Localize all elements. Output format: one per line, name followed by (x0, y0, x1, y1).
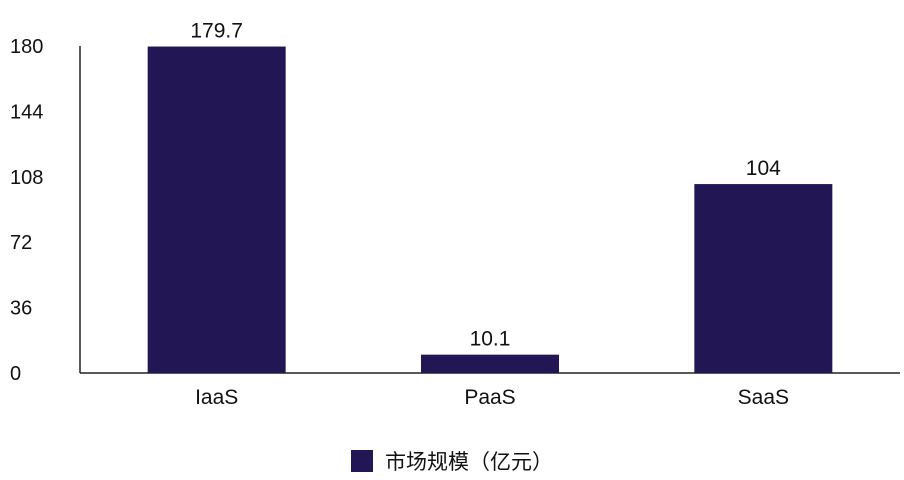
y-tick-label: 180 (10, 36, 43, 58)
y-tick-label: 72 (10, 232, 32, 254)
y-tick-label: 0 (10, 363, 21, 385)
bar (421, 354, 559, 373)
bar-value-label: 179.7 (190, 20, 243, 43)
bar-value-label: 10.1 (470, 328, 511, 351)
x-tick-label: PaaS (464, 386, 515, 409)
bar-value-label: 104 (746, 157, 781, 180)
x-tick-label: SaaS (738, 386, 789, 409)
y-tick-label: 144 (10, 101, 43, 123)
legend-label: 市场规模（亿元） (385, 450, 553, 474)
legend: 市场规模（亿元） (0, 446, 904, 476)
x-tick-label: IaaS (195, 386, 238, 409)
bar (694, 184, 833, 373)
legend-swatch (351, 450, 373, 472)
bar (147, 46, 286, 374)
y-tick-label: 108 (10, 167, 43, 189)
y-tick-label: 36 (10, 298, 32, 320)
